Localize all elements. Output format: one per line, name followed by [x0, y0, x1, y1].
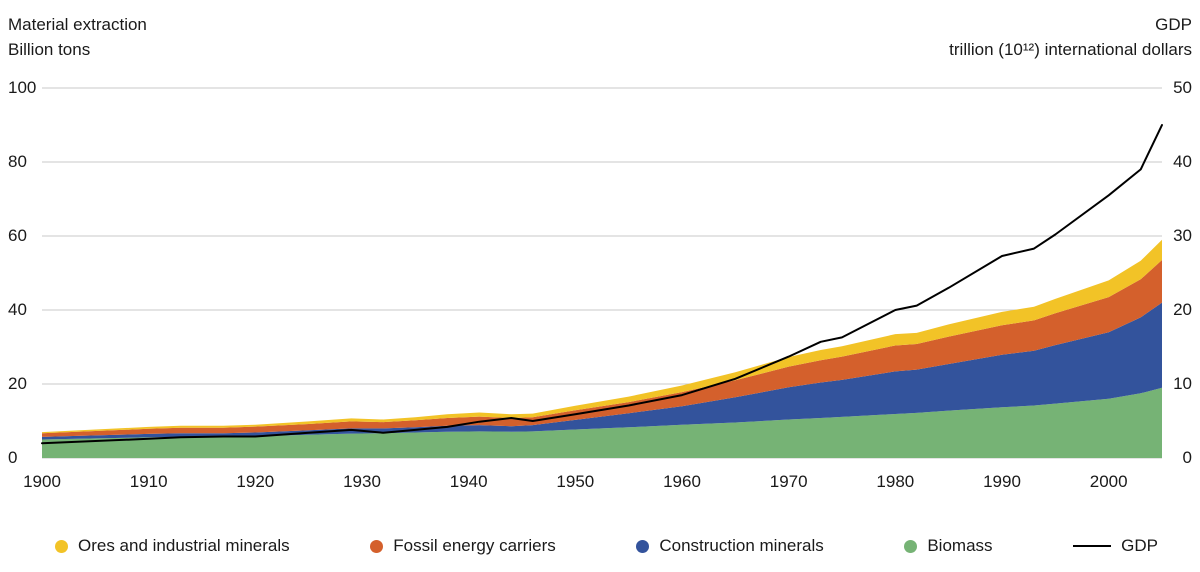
left-axis-tick-label: 60: [8, 226, 27, 245]
left-axis-title: Material extraction Billion tons: [8, 12, 147, 62]
x-axis-tick-label: 1970: [769, 472, 808, 491]
left-axis-tick-label: 0: [8, 448, 18, 467]
legend-item-ores-and-industrial-minerals: Ores and industrial minerals: [55, 536, 290, 556]
right-axis-tick-label: 10: [1173, 374, 1192, 393]
right-axis-tick-label: 20: [1173, 300, 1192, 319]
x-axis-tick-label: 1960: [663, 472, 701, 491]
area-construction-minerals: [42, 302, 1162, 440]
right-axis-title-line2: trillion (10¹²) international dollars: [949, 40, 1192, 59]
legend-item-gdp: GDP: [1073, 536, 1158, 556]
x-axis-tick-label: 1900: [23, 472, 61, 491]
legend-dot-icon: [904, 539, 918, 553]
legend-item-construction-minerals: Construction minerals: [636, 536, 824, 556]
area-ores-and-industrial-minerals: [42, 239, 1162, 434]
left-axis-title-line2: Billion tons: [8, 40, 91, 59]
right-axis-title: GDP trillion (10¹²) international dollar…: [949, 12, 1192, 62]
x-axis-tick-label: 1910: [129, 472, 168, 491]
legend-dot-icon: [55, 539, 68, 553]
legend-item-label: GDP: [1121, 536, 1158, 555]
legend-item-fossil-energy-carriers: Fossil energy carriers: [370, 536, 556, 556]
x-axis-tick-label: 1990: [983, 472, 1021, 491]
area-biomass: [42, 387, 1162, 458]
right-axis-tick-label: 50: [1173, 78, 1192, 97]
left-axis-tick-label: 100: [8, 78, 37, 97]
right-axis-title-line1: GDP: [1155, 15, 1192, 34]
right-axis-tick-label: 0: [1182, 448, 1192, 467]
legend-item-label: Fossil energy carriers: [393, 536, 556, 555]
left-axis-title-line1: Material extraction: [8, 15, 147, 34]
left-axis-tick-label: 20: [8, 374, 27, 393]
legend-dot-icon: [636, 539, 650, 553]
x-axis-tick-label: 1980: [876, 472, 915, 491]
x-axis-tick-label: 2000: [1089, 472, 1128, 491]
legend-item-label: Ores and industrial minerals: [78, 536, 290, 555]
legend-item-label: Biomass: [927, 536, 993, 555]
area-fossil-energy-carriers: [42, 260, 1162, 437]
left-axis-tick-label: 80: [8, 152, 27, 171]
legend-dot-icon: [370, 539, 384, 553]
right-axis-tick-label: 40: [1173, 152, 1192, 171]
legend: Ores and industrial minerals Fossil energ…: [55, 531, 1158, 561]
x-axis-tick-label: 1930: [343, 472, 381, 491]
x-axis-tick-label: 1950: [556, 472, 595, 491]
x-axis-tick-label: 1940: [449, 472, 488, 491]
left-axis-tick-label: 40: [8, 300, 27, 319]
legend-item-label: Construction minerals: [659, 536, 824, 555]
x-axis-tick-label: 1920: [236, 472, 275, 491]
gdp-line: [41, 124, 1163, 445]
legend-item-biomass: Biomass: [904, 536, 993, 556]
right-axis-tick-label: 30: [1173, 226, 1192, 245]
legend-line-icon: [1073, 545, 1112, 547]
